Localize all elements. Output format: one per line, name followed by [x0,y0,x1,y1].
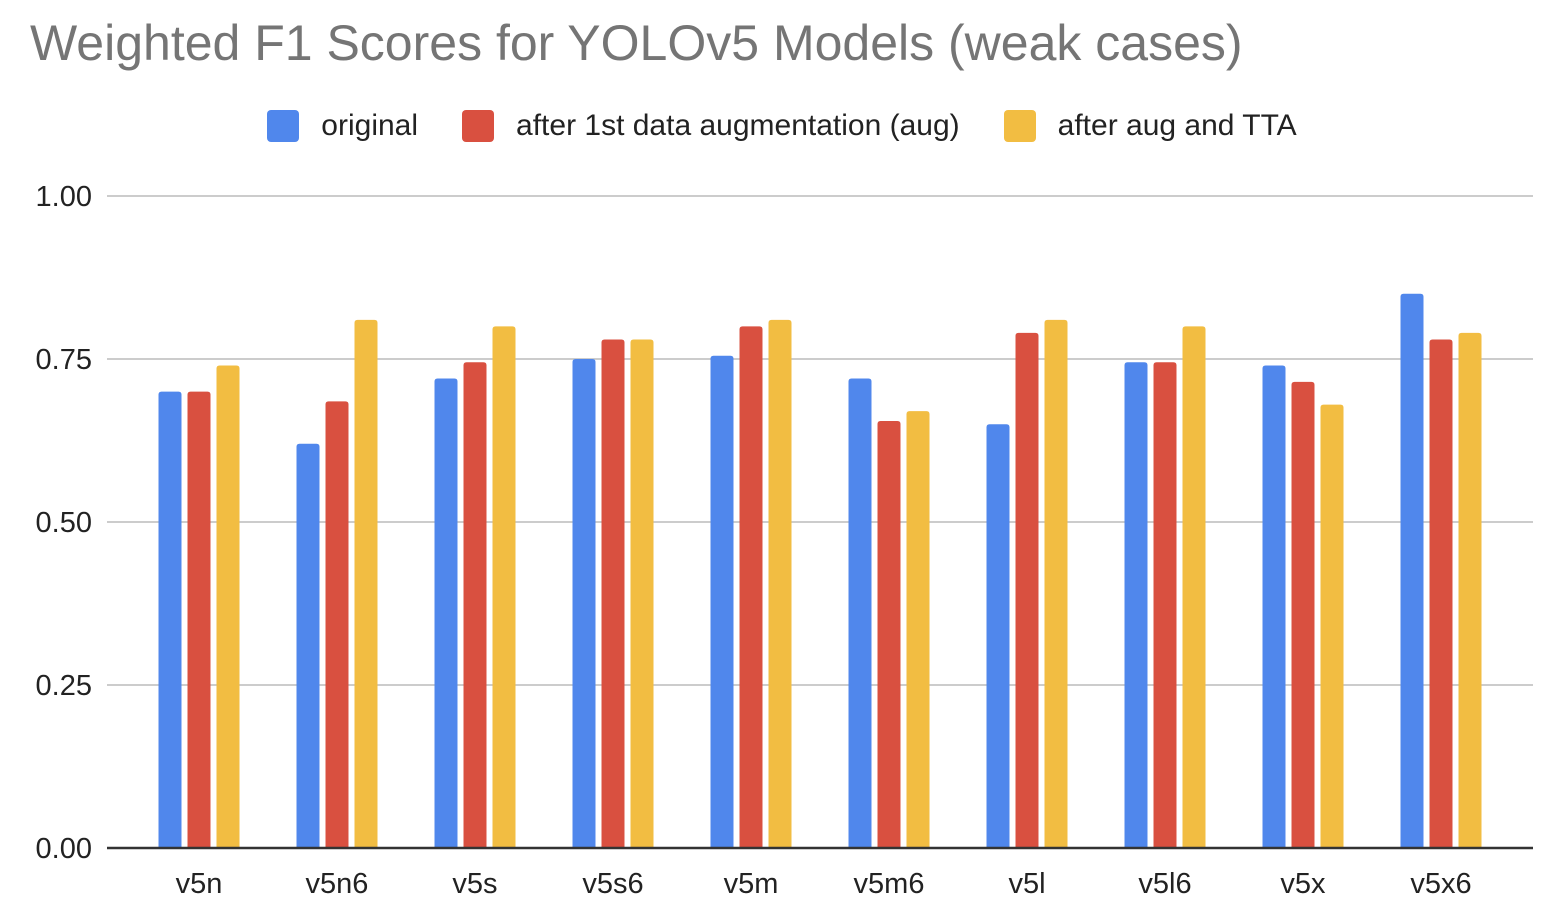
x-tick-label: v5x [1280,868,1326,900]
x-tick-label: v5s [452,868,497,900]
x-tick-label: v5l6 [1138,868,1191,900]
legend: original after 1st data augmentation (au… [0,106,1556,146]
bar-v5n-series-1 [187,391,211,848]
gridlines [107,195,1533,686]
bars [158,293,1482,848]
x-tick-label: v5l [1008,868,1045,900]
legend-label-tta: after aug and TTA [1057,109,1297,142]
x-tick-label: v5n [176,868,223,900]
bar-v5l6-series-0 [1124,362,1148,848]
legend-item-original: original [267,109,418,143]
bar-v5m-series-1 [739,326,763,848]
bar-v5m-series-2 [768,319,792,848]
bar-v5x6-series-1 [1429,339,1453,848]
bar-v5s-series-0 [434,378,458,848]
legend-item-tta: after aug and TTA [1003,109,1297,143]
bar-v5m-series-0 [710,355,734,848]
legend-item-aug: after 1st data augmentation (aug) [462,109,960,143]
bar-v5n6-series-0 [296,443,320,848]
x-tick-label: v5n6 [306,868,369,900]
axes: 0.00 0.25 0.50 0.75 1.00 v5n v5n6 v5s v5s6 v5m v5m… [36,181,1533,900]
bar-v5s-series-2 [492,326,516,848]
bar-v5s6-series-2 [630,339,654,848]
legend-label-original: original [321,109,419,142]
y-tick-label: 0.50 [36,507,92,539]
bar-v5s6-series-0 [572,359,596,848]
legend-label-aug: after 1st data augmentation (aug) [516,109,960,142]
legend-swatch-original [267,110,300,142]
bar-v5x-series-2 [1320,404,1344,848]
y-tick-label: 0.25 [36,670,92,702]
y-tick-label: 0.75 [36,344,92,376]
bar-v5m6-series-1 [877,420,901,848]
bar-v5x6-series-2 [1458,332,1482,848]
bar-v5l-series-1 [1015,332,1039,848]
x-tick-label: v5s6 [582,868,643,900]
bar-v5x-series-0 [1262,365,1286,848]
bar-v5l-series-0 [986,424,1010,848]
bar-v5s6-series-1 [601,339,625,848]
bar-v5x6-series-0 [1400,293,1424,848]
bar-v5n6-series-2 [354,319,378,848]
bar-v5l6-series-1 [1153,362,1177,848]
legend-swatch-aug [462,110,495,142]
bar-v5x-series-1 [1291,381,1315,848]
x-tick-label: v5m6 [854,868,925,900]
legend-swatch-tta [1003,110,1036,142]
bar-v5n-series-2 [216,365,240,848]
bar-v5l6-series-2 [1182,326,1206,848]
bar-v5s-series-1 [463,362,487,848]
bar-v5m6-series-2 [906,411,930,848]
bar-v5n6-series-1 [325,401,349,848]
chart-title: Weighted F1 Scores for YOLOv5 Models (we… [30,15,1243,71]
y-tick-label: 0.00 [36,833,92,865]
y-tick-label: 1.00 [36,181,92,213]
bar-v5n-series-0 [158,391,182,848]
bar-v5l-series-2 [1044,319,1068,848]
x-tick-label: v5x6 [1410,868,1471,900]
bar-v5m6-series-0 [848,378,872,848]
x-tick-label: v5m [724,868,779,900]
